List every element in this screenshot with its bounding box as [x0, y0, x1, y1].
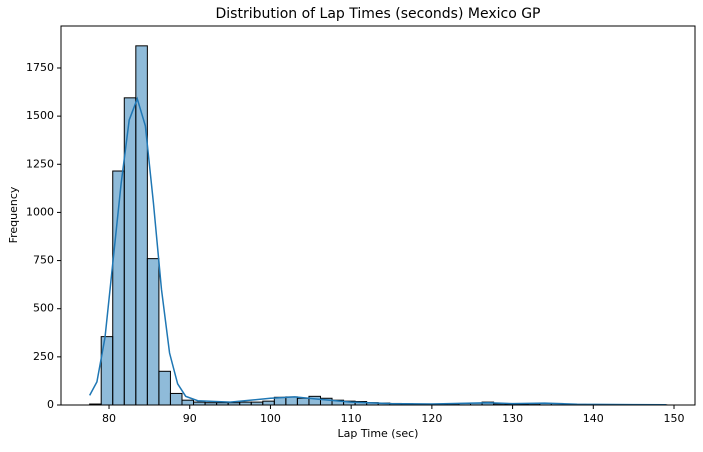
chart-title: Distribution of Lap Times (seconds) Mexi… [215, 6, 540, 22]
x-tick-label: 100 [260, 412, 281, 425]
y-tick-label: 250 [33, 350, 54, 363]
kde-line [90, 99, 666, 405]
x-tick-label: 120 [421, 412, 442, 425]
bar [309, 396, 321, 405]
bar [147, 259, 159, 405]
y-tick-label: 750 [33, 254, 54, 267]
x-tick-label: 130 [502, 412, 523, 425]
x-axis-label: Lap Time (sec) [338, 427, 419, 440]
y-axis-label: Frequency [7, 186, 20, 243]
x-tick-label: 150 [664, 412, 685, 425]
bar [159, 371, 171, 405]
bar [182, 400, 194, 405]
x-tick-label: 90 [183, 412, 197, 425]
y-tick-label: 1500 [26, 109, 54, 122]
y-tick-label: 1250 [26, 157, 54, 170]
x-tick-label: 80 [102, 412, 116, 425]
bar [286, 397, 298, 405]
y-tick-label: 0 [47, 398, 54, 411]
bar [297, 398, 309, 405]
bar [263, 401, 275, 405]
bar [170, 393, 182, 405]
x-tick-label: 110 [341, 412, 362, 425]
y-tick-label: 1750 [26, 61, 54, 74]
y-tick-label: 1000 [26, 205, 54, 218]
x-tick-label: 140 [583, 412, 604, 425]
y-tick-label: 500 [33, 302, 54, 315]
